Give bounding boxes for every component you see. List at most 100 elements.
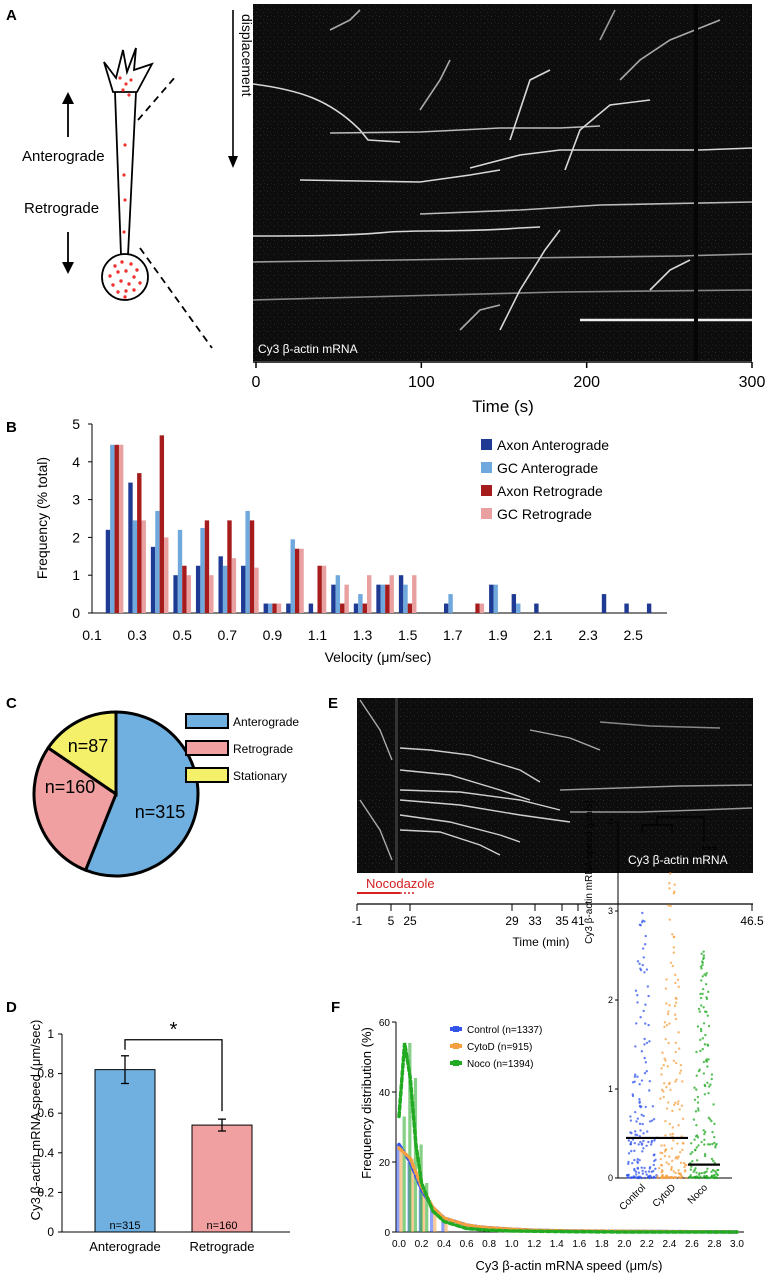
f-inset-point	[644, 1022, 647, 1025]
f-xtick-label: 0.6	[460, 1239, 474, 1250]
f-xtick-label: 1.6	[572, 1239, 586, 1250]
f-inset-point	[715, 1142, 718, 1146]
f-inset-point	[694, 1110, 698, 1113]
b-bar	[398, 575, 404, 613]
f-inset-point	[674, 981, 677, 985]
b-bar	[340, 603, 345, 613]
f-inset-xtick-label: Noco	[686, 1182, 711, 1207]
f-ytick-label: 0	[384, 1228, 390, 1239]
kymo-a-x-axis: 0 100 200 300 Time (s)	[252, 361, 765, 416]
b-bar	[358, 594, 363, 613]
axon-right	[127, 91, 137, 256]
f-inset-point	[662, 1063, 665, 1067]
f-inset-point	[660, 1088, 664, 1092]
arrow-up-icon	[62, 92, 74, 104]
f-ytick-label: 60	[379, 1018, 391, 1029]
f-inset-point	[668, 1122, 671, 1126]
f-inset-point	[676, 1142, 679, 1145]
f-inset-point	[664, 1148, 667, 1151]
f-inset-point	[634, 1176, 638, 1179]
f-inset-point	[648, 1040, 651, 1043]
f-inset-point	[702, 1072, 706, 1075]
f-inset-point	[630, 1149, 633, 1153]
f-inset-point	[678, 1108, 681, 1111]
f-inset-point	[714, 1146, 717, 1149]
f-inset-point	[668, 1004, 671, 1007]
f-inset-point	[640, 1143, 644, 1146]
f-inset-point	[683, 1170, 687, 1173]
b-bar	[308, 603, 314, 613]
f-inset-point	[671, 933, 674, 936]
f-inset-point	[642, 1009, 645, 1013]
b-xtick-label: 2.3	[578, 627, 598, 643]
f-inset-point	[645, 1069, 649, 1073]
f-inset-point	[660, 1170, 663, 1174]
b-legend-swatch	[481, 485, 492, 496]
f-inset-point	[661, 1173, 664, 1177]
b-xtick-label: 0.3	[127, 627, 147, 643]
f-inset-point	[689, 1152, 692, 1156]
f-inset-point	[699, 996, 703, 1000]
f-inset-point	[670, 1165, 673, 1169]
f-inset-point	[632, 1176, 635, 1179]
b-xtick-label: 0.1	[82, 627, 102, 643]
f-hist-bar	[413, 1078, 418, 1232]
f-inset-point	[647, 1023, 650, 1027]
kymo-a-caption: Cy3 β-actin mRNA	[258, 342, 358, 356]
b-xtick-label: 1.1	[308, 627, 328, 643]
f-inset-point	[636, 1160, 639, 1163]
b-bar	[534, 603, 539, 613]
b-bar	[443, 603, 449, 613]
d-ytick-label: 0.6	[37, 1106, 54, 1120]
f-inset-point	[643, 943, 647, 946]
f-inset-point	[638, 1159, 641, 1162]
d-ylabel: Cy3 β-actin mRNA speed (μm/sec)	[28, 1020, 43, 1221]
f-inset-point	[705, 1174, 709, 1178]
f-inset-ytick-label: 0	[608, 1173, 613, 1183]
f-inset-point	[672, 1059, 676, 1062]
b-bar	[128, 482, 133, 613]
f-inset-point	[693, 1138, 696, 1141]
f-inset-point	[642, 1139, 645, 1143]
f-inset-point	[696, 1136, 700, 1139]
f-hist-bar	[410, 1158, 414, 1232]
f-inset-point	[704, 983, 708, 986]
b-bar	[182, 565, 187, 613]
f-inset-point	[694, 1167, 697, 1170]
b-bar	[245, 510, 250, 613]
f-inset-point	[710, 1157, 714, 1161]
c-slice-label: n=315	[135, 802, 186, 822]
f-inset-point	[639, 1016, 642, 1019]
b-bar	[267, 603, 273, 613]
b-bar	[241, 565, 246, 613]
kymograph-e: Cy3 β-actin mRNA	[357, 698, 753, 873]
f-inset-point	[700, 1140, 703, 1144]
b-plot-area: 0 1 2 3 4 5 0.1 0.3 0.5 0.7 0.9 1.1 1.3 1.5 1.7 1.9 2.1 2…	[72, 416, 667, 643]
b-xtick-label: 0.9	[263, 627, 283, 643]
f-xtick-label: 2.0	[617, 1239, 631, 1250]
b-bar	[321, 565, 327, 613]
f-inset-point	[647, 1140, 650, 1144]
f-inset-point	[636, 1166, 639, 1170]
d-significance-star: *	[170, 1019, 178, 1041]
e-xtick-label: -1	[352, 914, 363, 928]
f-inset-point	[702, 1129, 705, 1132]
f-inset-point	[663, 1154, 667, 1158]
f-inset-point	[713, 1122, 716, 1126]
f-inset-point	[638, 1083, 641, 1086]
b-legend-swatch	[481, 439, 492, 450]
f-inset-point	[693, 1086, 696, 1089]
f-inset-point	[680, 1175, 683, 1178]
panel-letter-b: B	[6, 419, 17, 436]
anterograde-label: Anterograde	[22, 148, 105, 165]
f-inset-point	[627, 1162, 630, 1166]
f-inset-point	[678, 1072, 682, 1075]
f-inset-point	[640, 1050, 644, 1053]
b-bar	[511, 594, 517, 613]
f-inset-point	[648, 1167, 651, 1170]
a-xtick-label: 200	[573, 374, 600, 391]
b-bar	[141, 520, 146, 613]
d-n-label: n=315	[110, 1220, 141, 1232]
f-inset-point	[699, 965, 703, 968]
f-inset-point	[677, 1047, 681, 1050]
